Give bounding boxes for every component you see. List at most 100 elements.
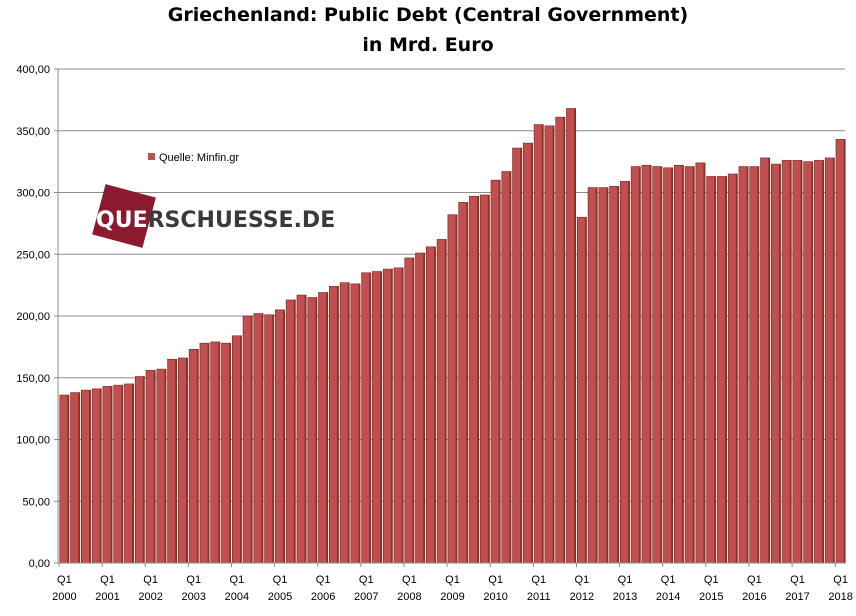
x-tick-quarter: Q1 [445, 574, 460, 586]
x-tick-quarter: Q1 [316, 574, 331, 586]
bars [59, 108, 846, 564]
x-tick-quarter: Q1 [661, 574, 676, 586]
bar-shade [638, 166, 641, 563]
bar-shade [811, 161, 813, 563]
bar-shade [735, 173, 738, 563]
x-tick-year: 2018 [828, 591, 852, 603]
bar-shade [433, 246, 436, 563]
x-tick-year: 2009 [440, 591, 464, 603]
bar-shade [423, 253, 425, 563]
bar-shade [703, 162, 706, 564]
bar-shade [132, 383, 134, 563]
bar-shade [681, 165, 684, 563]
bar-shade [552, 125, 555, 563]
x-tick-quarter: Q1 [57, 574, 72, 586]
bar-shade [617, 186, 619, 563]
x-tick-year: 2002 [138, 591, 162, 603]
bar-shade [380, 271, 382, 563]
bar-shade [455, 214, 458, 564]
bar-shade [584, 217, 587, 563]
watermark-logo: QUERSCHUESSE.DE [92, 184, 335, 248]
bar-shade [121, 385, 123, 563]
x-tick-year: 2010 [483, 591, 507, 603]
bar-shade [574, 108, 576, 564]
bar-shade [746, 166, 749, 563]
bar-shade [477, 196, 479, 563]
bar-shade [110, 386, 113, 563]
x-tick-quarter: Q1 [790, 574, 805, 586]
x-tick-year: 2003 [182, 591, 206, 603]
legend-swatch [148, 153, 155, 160]
logo-text-dark: RSCHUESSE.DE [148, 208, 336, 233]
x-tick-quarter: Q1 [704, 574, 719, 586]
bar-shade [789, 160, 792, 563]
bar-shade [218, 341, 220, 563]
bar-shade [326, 292, 328, 563]
bar-shade [315, 297, 317, 563]
bar-shade [520, 148, 522, 564]
legend-label: Quelle: Minfin.gr [159, 152, 239, 164]
bar-shade [196, 349, 199, 563]
bar-shade [88, 390, 91, 563]
bar-shade [207, 343, 210, 563]
x-tick-year: 2005 [268, 591, 292, 603]
bar-shade [336, 286, 339, 563]
bar-shade [99, 388, 102, 563]
x-tick-quarter: Q1 [575, 574, 590, 586]
bar-shade [541, 124, 544, 563]
bar-shade [498, 180, 501, 563]
x-tick-year: 2001 [95, 591, 119, 603]
y-tick-label: 400,00 [16, 64, 50, 76]
bar-shade [778, 164, 781, 563]
legend: Quelle: Minfin.gr [148, 152, 239, 164]
x-tick-quarter: Q1 [100, 574, 115, 586]
bar-shade [531, 143, 533, 563]
x-tick-year: 2014 [656, 591, 680, 603]
bar-shade [628, 181, 630, 563]
bar-shade [293, 299, 296, 563]
bar-shade [563, 117, 565, 563]
bar-shade [78, 392, 80, 563]
bar-shade [142, 376, 145, 563]
x-tick-quarter: Q1 [747, 574, 762, 586]
x-tick-year: 2015 [699, 591, 723, 603]
bar-shade [283, 309, 285, 563]
x-tick-year: 2008 [397, 591, 421, 603]
x-tick-year: 2016 [742, 591, 766, 603]
bar-shade [832, 157, 835, 564]
chart-title: Griechenland: Public Debt (Central Gover… [167, 4, 689, 26]
bar-shade [239, 335, 242, 563]
bar-shade [487, 194, 490, 563]
y-tick-label: 0,00 [29, 558, 50, 570]
bar-shade [412, 257, 415, 563]
bar-shade [768, 157, 770, 564]
bar-shade [261, 313, 264, 563]
y-tick-label: 300,00 [16, 188, 50, 200]
x-tick-year: 2006 [311, 591, 335, 603]
bar-shade [164, 369, 167, 563]
x-tick-quarter: Q1 [143, 574, 158, 586]
x-tick-year: 2004 [225, 591, 249, 603]
bar-shade [800, 160, 803, 563]
bar-shade [595, 187, 598, 563]
x-tick-year: 2000 [52, 591, 76, 603]
x-tick-quarter: Q1 [230, 574, 245, 586]
logo-text: QUERSCHUESSE.DE [96, 208, 335, 233]
x-tick-year: 2011 [527, 591, 551, 603]
x-tick-quarter: Q1 [618, 574, 633, 586]
bar-shade [649, 165, 652, 563]
bar-shade [466, 202, 468, 563]
bar-shade [369, 272, 371, 563]
x-axis: Q1 2000 Q1 2001 Q1 2002 Q1 2003 Q1 2004 Q1 2005 Q1 20… [52, 562, 853, 603]
bar-shade [660, 166, 662, 563]
bar-shade [725, 176, 727, 563]
y-tick-label: 250,00 [16, 249, 50, 261]
x-tick-year: 2012 [570, 591, 594, 603]
bar-shade [757, 166, 759, 563]
y-tick-label: 150,00 [16, 373, 50, 385]
bar-shade [347, 282, 350, 563]
bar-shade [509, 171, 512, 563]
bar-shade [822, 160, 824, 563]
bar-shade [272, 314, 274, 563]
